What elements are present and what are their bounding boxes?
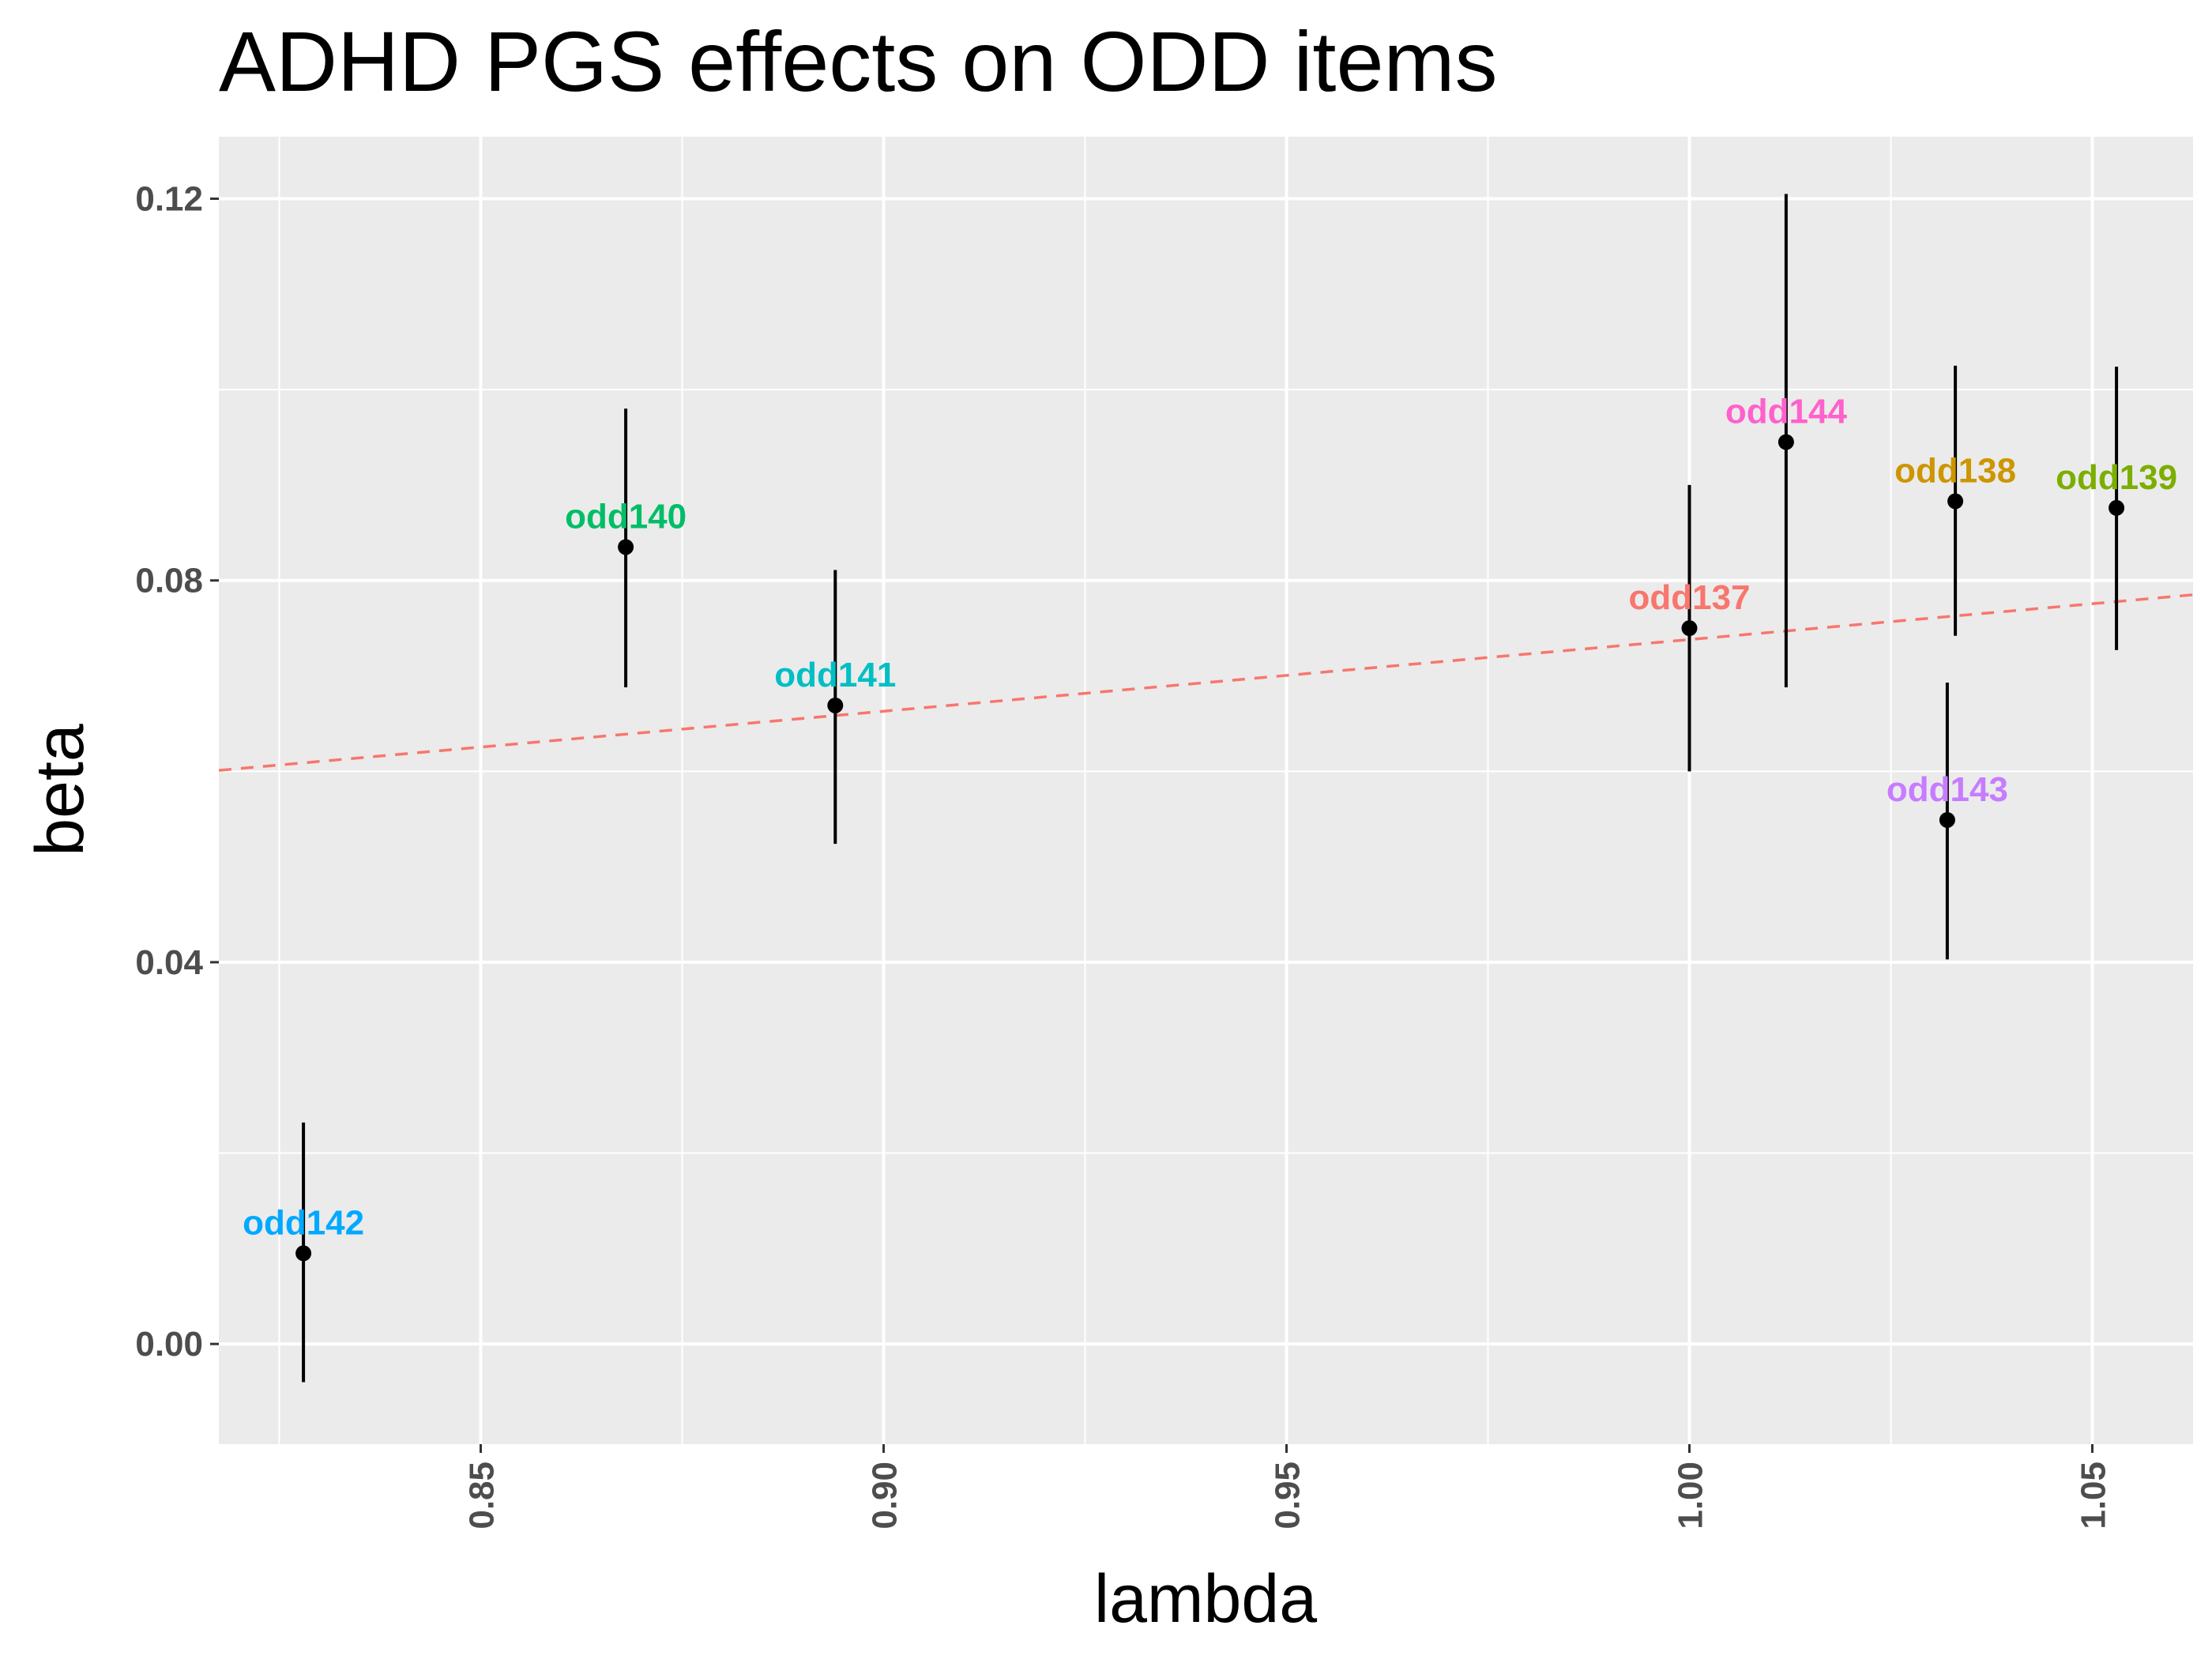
y-axis: 0.00 0.04 0.08 0.12 — [135, 180, 219, 1364]
data-point — [827, 697, 844, 713]
point-label-layer: odd137 odd138 odd139 odd140 odd141 odd142 odd1… — [243, 393, 2177, 1243]
x-tick-label: 1.05 — [2075, 1462, 2113, 1529]
data-point — [2109, 499, 2125, 516]
y-axis-title: beta — [22, 724, 98, 856]
data-point — [1778, 434, 1794, 450]
chart-title: ADHD PGS effects on ODD items — [219, 13, 1497, 109]
y-tick-label: 0.00 — [135, 1325, 203, 1364]
x-tick-label: 0.85 — [463, 1462, 502, 1529]
data-point — [1939, 811, 1955, 828]
point-label: odd141 — [774, 656, 896, 694]
x-tick-label: 1.00 — [1672, 1462, 1710, 1529]
data-point — [618, 539, 634, 555]
grid-layer — [219, 137, 2193, 1444]
point-label: odd144 — [1725, 393, 1848, 431]
y-tick-label: 0.12 — [135, 180, 203, 219]
data-point — [1681, 620, 1698, 637]
point-layer — [295, 434, 2125, 1262]
x-axis-title: lambda — [1094, 1561, 1317, 1637]
point-label: odd139 — [2056, 458, 2177, 497]
y-tick-label: 0.08 — [135, 562, 203, 600]
x-tick-label: 0.95 — [1269, 1462, 1307, 1529]
data-point — [295, 1245, 312, 1262]
x-tick-label: 0.90 — [866, 1462, 905, 1529]
point-label: odd143 — [1887, 770, 2008, 809]
point-label: odd137 — [1628, 578, 1750, 617]
plot-panel — [219, 137, 2193, 1444]
point-label: odd138 — [1894, 451, 2016, 490]
data-point — [1947, 493, 1964, 510]
point-label: odd142 — [243, 1203, 364, 1242]
y-tick-label: 0.04 — [135, 943, 203, 982]
x-axis: 0.85 0.90 0.95 1.00 1.05 — [463, 1444, 2113, 1529]
point-label: odd140 — [565, 497, 687, 536]
